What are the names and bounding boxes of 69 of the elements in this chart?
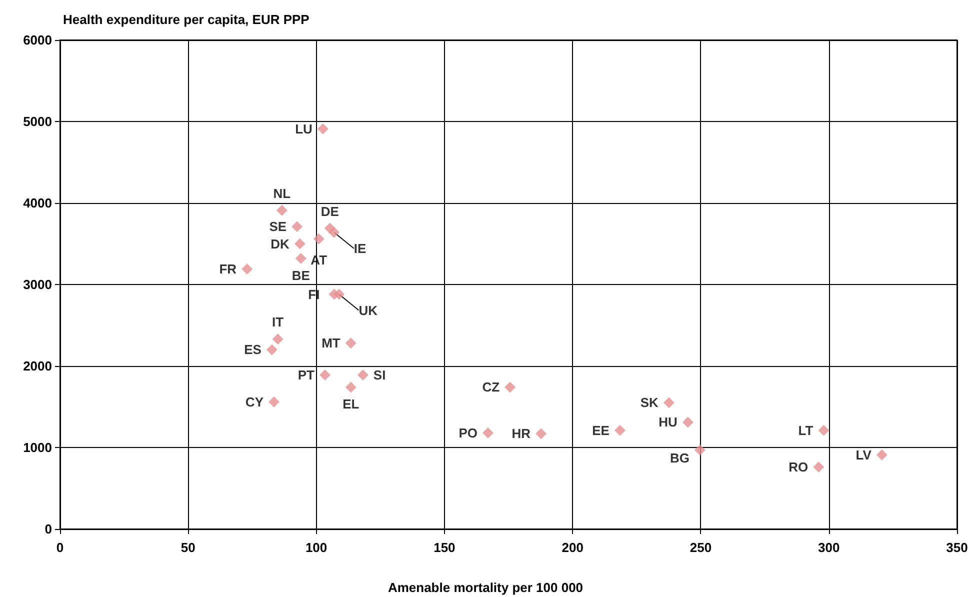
annotation: ES [244, 342, 262, 358]
x-tick-label: 50 [180, 540, 196, 555]
point [317, 123, 328, 134]
y-tick-label: 2000 [23, 358, 52, 374]
point [813, 462, 824, 473]
point [663, 397, 674, 408]
annotation: RO [788, 460, 808, 475]
point [242, 264, 253, 275]
annotation: FR [219, 262, 238, 277]
point [272, 334, 284, 345]
point [482, 427, 494, 438]
x-tick-label: 150 [434, 540, 456, 555]
point [818, 424, 830, 436]
x-tick-label: 200 [562, 540, 584, 555]
annotation: DK [270, 236, 290, 252]
x-tick-label: 350 [946, 540, 968, 555]
annotation: PO [458, 425, 478, 440]
y-tick-label: 0 [44, 522, 52, 536]
point [328, 226, 340, 238]
y-tick-label: 6000 [23, 32, 52, 48]
point [504, 382, 516, 393]
y-tick-label: 5000 [23, 114, 52, 129]
point [292, 221, 303, 232]
x-tick-label: 100 [305, 540, 328, 555]
point [614, 424, 626, 436]
annotation: UK [358, 302, 378, 318]
annotation: IT [272, 314, 284, 330]
annotation: CZ [482, 380, 500, 395]
point [536, 428, 547, 440]
annotation: MT [322, 336, 340, 351]
point [266, 344, 278, 356]
y-tick-label: 3000 [23, 277, 52, 292]
x-axis-title: Amenable mortality per 100 000 [388, 580, 584, 595]
x-tick-label: 0 [56, 540, 64, 555]
point [682, 416, 694, 428]
annotation: LV [856, 447, 872, 462]
annotation: SK [640, 395, 660, 410]
point [295, 252, 306, 264]
annotation: EE [592, 422, 610, 438]
annotation: SI [373, 367, 386, 382]
point [334, 288, 345, 300]
annotation: HU [658, 414, 678, 430]
annotation: CY [245, 394, 264, 410]
annotation: EL [342, 396, 360, 412]
point [357, 369, 368, 380]
annotation: BG [670, 450, 690, 466]
annotation: PT [298, 367, 315, 382]
point [345, 382, 356, 393]
annotation: IE [354, 240, 366, 256]
point [268, 396, 280, 408]
x-tick-label: 300 [818, 540, 840, 555]
point [694, 444, 706, 456]
point [276, 204, 288, 216]
point [294, 238, 306, 250]
x-tick-label: 250 [690, 540, 712, 555]
annotation: LU [295, 121, 312, 136]
annotation: SE [269, 219, 287, 234]
annotation: HR [512, 426, 532, 442]
annotation: LT [798, 422, 814, 438]
y-axis-title: Health expenditure per capita, EUR PPP [63, 12, 310, 27]
y-tick-label: 4000 [23, 196, 52, 210]
y-tick-label: 1000 [23, 440, 52, 455]
annotation: DE [320, 204, 340, 219]
annotation: NL [273, 186, 291, 201]
annotation: BE [292, 268, 310, 283]
point [876, 449, 888, 460]
point [320, 369, 330, 380]
point [345, 338, 356, 349]
point [313, 233, 324, 244]
